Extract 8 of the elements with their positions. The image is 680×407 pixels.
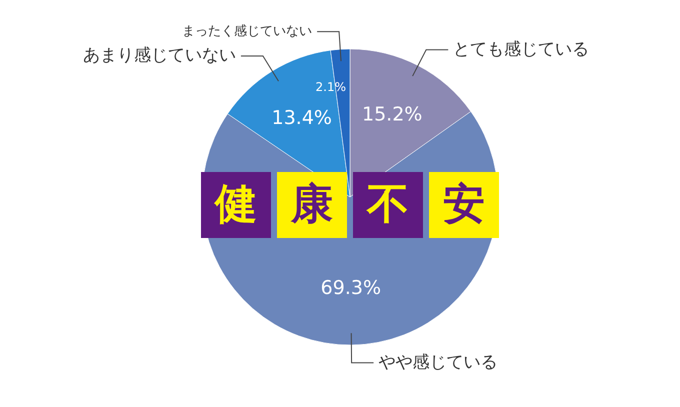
data-label: 15.2% <box>362 104 422 126</box>
slice-label: とても感じている <box>453 39 590 60</box>
data-label: 69.3% <box>320 276 382 299</box>
slice-label: あまり感じていない <box>82 46 236 66</box>
text: 健康不安 <box>213 179 519 228</box>
slice-label: まったく感じていない <box>182 24 312 40</box>
data-label: 13.4% <box>272 107 332 130</box>
slice-label: やや感じている <box>378 352 498 372</box>
